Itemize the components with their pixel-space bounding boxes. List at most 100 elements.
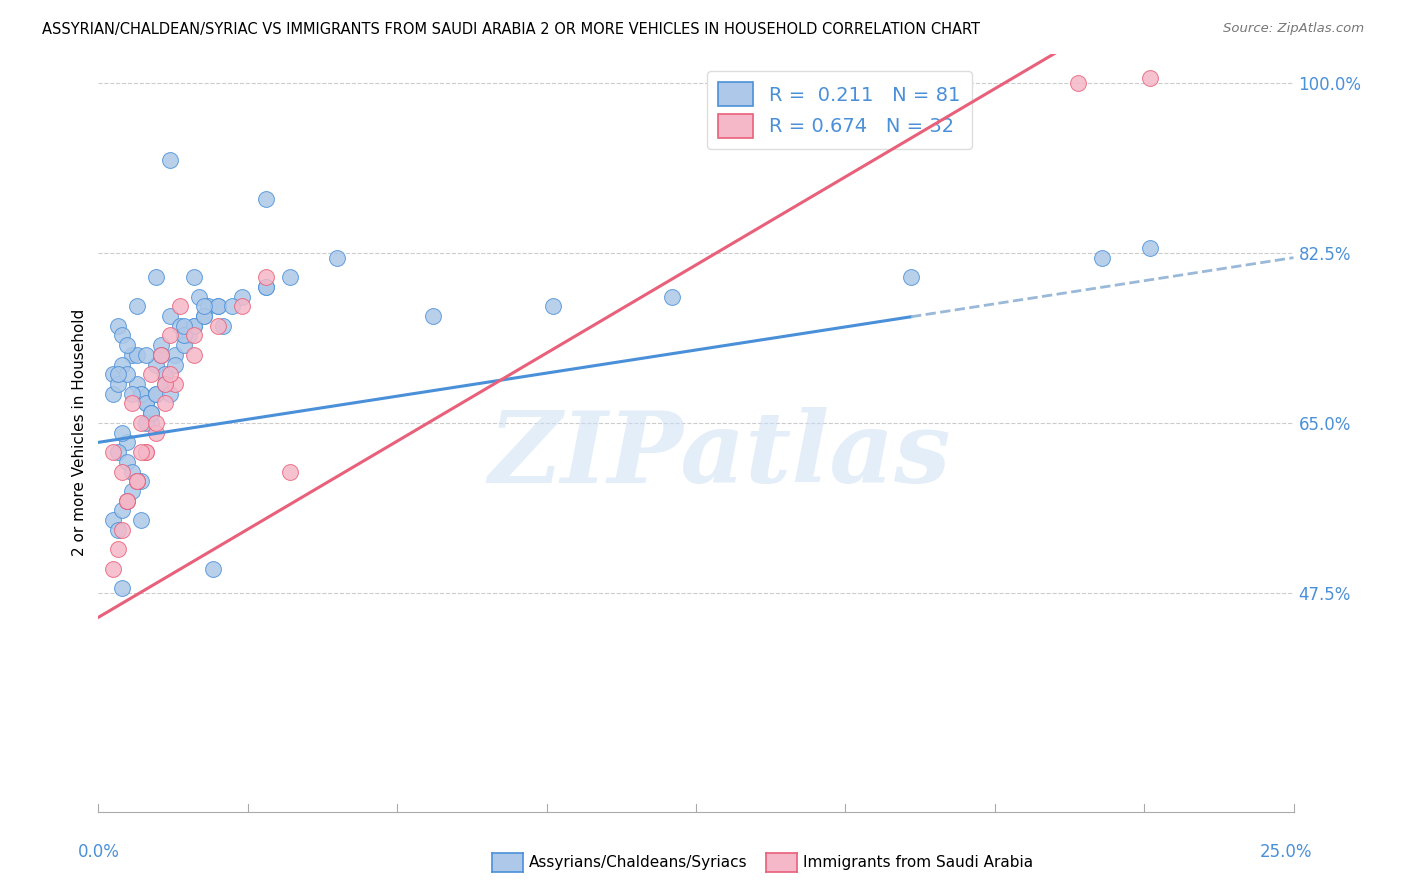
- Point: [101, 445, 124, 459]
- Point: [661, 289, 683, 303]
- Point: [145, 416, 167, 430]
- Point: [145, 358, 167, 372]
- Point: [101, 562, 124, 576]
- Point: [131, 445, 153, 459]
- Point: [1067, 76, 1090, 90]
- Point: [139, 368, 162, 382]
- Point: [131, 513, 153, 527]
- Point: [541, 299, 564, 313]
- Point: [107, 523, 129, 537]
- Point: [254, 192, 277, 206]
- Point: [193, 299, 215, 313]
- Point: [101, 368, 124, 382]
- Point: [131, 386, 153, 401]
- Point: [111, 425, 134, 440]
- Point: [111, 581, 134, 595]
- Point: [149, 338, 172, 352]
- Point: [207, 299, 229, 313]
- Point: [278, 270, 301, 285]
- Point: [111, 358, 134, 372]
- Point: [111, 328, 134, 343]
- Point: [107, 368, 129, 382]
- Point: [202, 562, 225, 576]
- Text: Source: ZipAtlas.com: Source: ZipAtlas.com: [1223, 22, 1364, 36]
- Point: [115, 435, 138, 450]
- Point: [278, 465, 301, 479]
- Point: [159, 328, 181, 343]
- Point: [183, 348, 205, 362]
- Point: [107, 377, 129, 392]
- Point: [125, 474, 148, 488]
- Point: [107, 542, 129, 557]
- Point: [121, 483, 143, 498]
- Text: 0.0%: 0.0%: [77, 843, 120, 861]
- Point: [115, 368, 138, 382]
- Point: [155, 368, 177, 382]
- Point: [135, 445, 157, 459]
- Point: [107, 318, 129, 333]
- Point: [107, 445, 129, 459]
- Text: ASSYRIAN/CHALDEAN/SYRIAC VS IMMIGRANTS FROM SAUDI ARABIA 2 OR MORE VEHICLES IN H: ASSYRIAN/CHALDEAN/SYRIAC VS IMMIGRANTS F…: [42, 22, 980, 37]
- Point: [173, 328, 195, 343]
- Text: 25.0%: 25.0%: [1260, 843, 1313, 861]
- Point: [125, 474, 148, 488]
- Point: [254, 270, 277, 285]
- Point: [193, 309, 215, 323]
- Point: [179, 328, 201, 343]
- Point: [125, 377, 148, 392]
- Point: [900, 270, 922, 285]
- Legend: R =  0.211   N = 81, R = 0.674   N = 32: R = 0.211 N = 81, R = 0.674 N = 32: [707, 70, 972, 149]
- Point: [1139, 241, 1161, 255]
- Point: [115, 493, 138, 508]
- Point: [211, 318, 233, 333]
- Point: [183, 318, 205, 333]
- Point: [121, 396, 143, 410]
- Point: [173, 328, 195, 343]
- Point: [422, 309, 444, 323]
- Point: [149, 348, 172, 362]
- Point: [115, 493, 138, 508]
- Y-axis label: 2 or more Vehicles in Household: 2 or more Vehicles in Household: [72, 309, 87, 557]
- Point: [169, 299, 191, 313]
- Point: [183, 328, 205, 343]
- Point: [115, 455, 138, 469]
- Point: [111, 465, 134, 479]
- Point: [231, 299, 253, 313]
- Text: ZIPatlas: ZIPatlas: [489, 407, 950, 504]
- Point: [125, 474, 148, 488]
- Point: [145, 386, 167, 401]
- Point: [111, 503, 134, 517]
- Point: [1139, 70, 1161, 85]
- Point: [326, 251, 349, 265]
- Point: [139, 406, 162, 420]
- Point: [121, 386, 143, 401]
- Point: [187, 289, 209, 303]
- Point: [155, 377, 177, 392]
- Point: [254, 280, 277, 294]
- Point: [115, 338, 138, 352]
- Point: [135, 445, 157, 459]
- Point: [139, 406, 162, 420]
- Point: [197, 299, 219, 313]
- Point: [193, 309, 215, 323]
- Point: [145, 270, 167, 285]
- Point: [159, 368, 181, 382]
- Point: [139, 416, 162, 430]
- Point: [159, 386, 181, 401]
- Point: [159, 153, 181, 168]
- Text: Assyrians/Chaldeans/Syriacs: Assyrians/Chaldeans/Syriacs: [529, 855, 747, 870]
- Point: [254, 280, 277, 294]
- Point: [169, 318, 191, 333]
- Point: [135, 396, 157, 410]
- Point: [135, 396, 157, 410]
- Point: [231, 289, 253, 303]
- Point: [121, 465, 143, 479]
- Point: [163, 377, 186, 392]
- Point: [1091, 251, 1114, 265]
- Point: [163, 348, 186, 362]
- Point: [155, 377, 177, 392]
- Point: [101, 513, 124, 527]
- Point: [163, 358, 186, 372]
- Point: [145, 425, 167, 440]
- Point: [207, 318, 229, 333]
